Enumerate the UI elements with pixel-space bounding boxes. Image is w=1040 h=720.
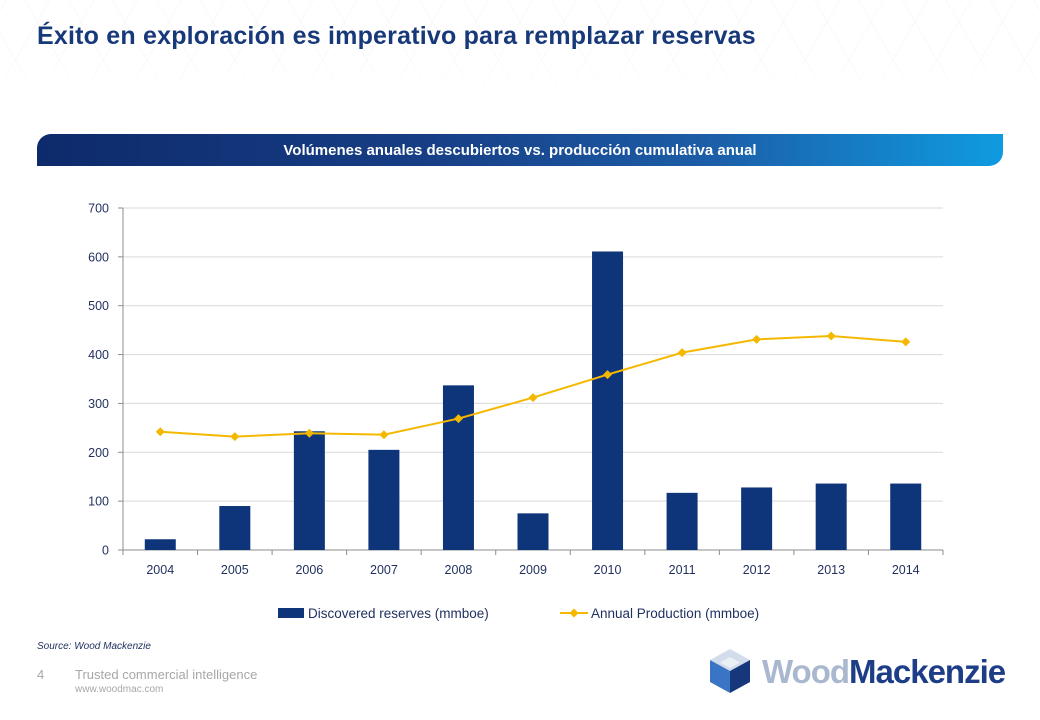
x-tick-label: 2010 (594, 563, 622, 577)
x-tick-label: 2011 (669, 563, 696, 577)
x-tick-label: 2004 (146, 563, 174, 577)
wood-mackenzie-logo: WoodMackenzie (708, 648, 1008, 696)
chart-title-banner: Volúmenes anuales descubiertos vs. produ… (37, 134, 1003, 166)
x-tick-label: 2013 (817, 563, 845, 577)
bar (815, 483, 847, 550)
bar (890, 483, 922, 550)
y-tick-label: 600 (88, 250, 109, 264)
bar (293, 431, 325, 550)
legend-label: Annual Production (mmboe) (591, 606, 759, 621)
legend-label: Discovered reserves (mmboe) (308, 606, 489, 621)
bar (144, 539, 176, 550)
legend-swatch-marker (569, 608, 579, 618)
y-tick-label: 700 (88, 202, 109, 216)
bar (368, 449, 400, 550)
source-note: Source: Wood Mackenzie (37, 641, 151, 652)
tagline: Trusted commercial intelligence (75, 667, 258, 682)
bar (741, 487, 773, 550)
website-link[interactable]: www.woodmac.com (75, 684, 164, 695)
line-point (603, 370, 613, 380)
line-point (901, 337, 911, 347)
background-pattern (0, 0, 1040, 110)
x-tick-label: 2005 (221, 563, 249, 577)
line-point (155, 427, 165, 437)
production-line (160, 335, 906, 438)
line-point (453, 414, 463, 424)
logo-word-wood: Wood (762, 653, 850, 690)
line-point (826, 331, 836, 341)
bar (442, 385, 474, 550)
line-point (379, 430, 389, 440)
bar (517, 513, 549, 550)
y-tick-label: 200 (88, 446, 109, 460)
cube-logo-icon (710, 649, 750, 693)
x-tick-label: 2012 (743, 563, 771, 577)
bar (592, 251, 624, 551)
y-tick-label: 0 (102, 544, 109, 558)
y-tick-label: 500 (88, 299, 109, 313)
x-tick-label: 2006 (295, 563, 323, 577)
line-point (230, 432, 240, 442)
line-point (528, 393, 538, 403)
x-tick-label: 2008 (445, 563, 473, 577)
line-point (304, 428, 314, 438)
y-tick-label: 400 (88, 348, 109, 362)
logo-wordmark: WoodMackenzie (762, 653, 1006, 691)
bar (219, 506, 251, 550)
y-tick-label: 100 (88, 495, 109, 509)
x-tick-label: 2009 (519, 563, 547, 577)
chart-title: Volúmenes anuales descubiertos vs. produ… (283, 142, 757, 159)
page-title: Éxito en exploración es imperativo para … (37, 22, 756, 50)
legend-swatch-bar (278, 608, 304, 618)
x-tick-label: 2014 (892, 563, 920, 577)
x-tick-label: 2007 (370, 563, 398, 577)
line-point (752, 334, 762, 344)
logo-word-mackenzie: Mackenzie (849, 653, 1006, 690)
line-point (677, 348, 687, 358)
bar (666, 492, 698, 550)
y-tick-label: 300 (88, 397, 109, 411)
chart: 0 100 200 300 400 500 600 700 2004 2005 2006 2007 20… (88, 202, 944, 621)
page-number: 4 (37, 667, 45, 682)
